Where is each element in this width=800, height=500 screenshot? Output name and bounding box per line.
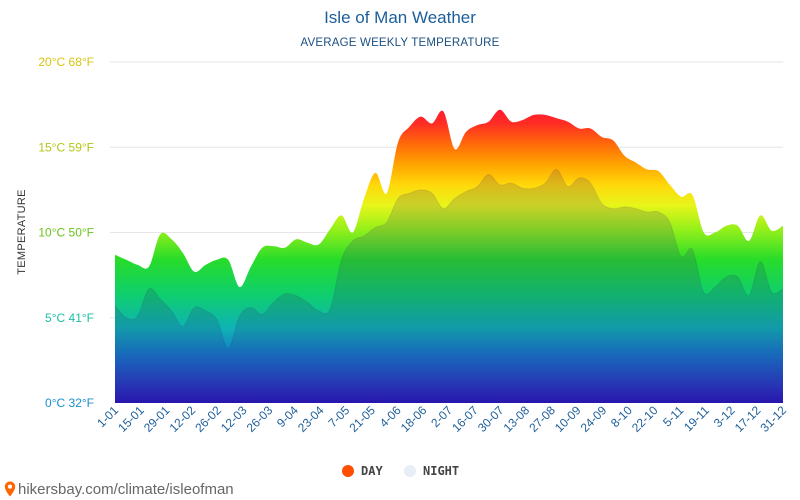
x-tick-label: 18-06	[398, 403, 430, 435]
x-axis-ticks: 1-0115-0129-0112-0226-0212-0326-039-0423…	[94, 403, 789, 435]
chart-subtitle: AVERAGE WEEKLY TEMPERATURE	[300, 37, 499, 49]
legend-marker	[342, 465, 354, 477]
legend-item-night[interactable]: NIGHT	[404, 464, 459, 478]
x-tick-label: 29-01	[141, 403, 173, 435]
legend-label: DAY	[361, 464, 383, 478]
x-tick-label: 26-03	[244, 403, 276, 435]
legend-marker	[404, 465, 416, 477]
y-tick-label: 5°C 41°F	[45, 311, 94, 325]
x-tick-label: 30-07	[475, 403, 507, 435]
x-tick-label: 24-09	[578, 403, 610, 435]
x-tick-label: 27-08	[526, 403, 558, 435]
x-tick-label: 16-07	[449, 403, 481, 435]
y-axis-ticks: 0°C 32°F 5°C 41°F 10°C 50°F 15°C 59°F 20°C 6…	[38, 55, 94, 410]
x-tick-label: 23-04	[295, 403, 327, 435]
night-series-line	[114, 168, 784, 349]
x-tick-label: 13-08	[501, 403, 533, 435]
y-tick-label: 0°C 32°F	[45, 396, 94, 410]
y-axis-label: TEMPERATURE	[16, 189, 28, 275]
source-link[interactable]: hikersbay.com/climate/isleofman	[18, 480, 234, 498]
y-tick-label: 15°C 59°F	[38, 140, 94, 154]
legend: DAY NIGHT	[342, 464, 459, 478]
chart-title: Isle of Man Weather	[324, 8, 476, 27]
x-tick-label: 15-01	[115, 403, 147, 435]
x-tick-label: 17-12	[732, 403, 764, 435]
map-pin-icon	[4, 481, 16, 497]
y-tick-label: 20°C 68°F	[38, 55, 94, 69]
source-footer[interactable]: hikersbay.com/climate/isleofman	[4, 480, 234, 498]
x-tick-label: 21-05	[346, 403, 378, 435]
x-tick-label: 22-10	[629, 403, 661, 435]
y-tick-label: 10°C 50°F	[38, 226, 94, 240]
x-tick-label: 12-03	[218, 403, 250, 435]
x-tick-label: 31-12	[758, 403, 790, 435]
night-series-area	[115, 169, 783, 403]
day-series-area	[115, 109, 783, 403]
x-tick-label: 10-09	[552, 403, 584, 435]
legend-item-day[interactable]: DAY	[342, 464, 383, 478]
x-tick-label: 12-02	[167, 403, 199, 435]
legend-label: NIGHT	[423, 464, 459, 478]
x-tick-label: 19-11	[681, 403, 712, 434]
x-tick-label: 26-02	[192, 403, 224, 435]
series-areas	[114, 109, 784, 403]
